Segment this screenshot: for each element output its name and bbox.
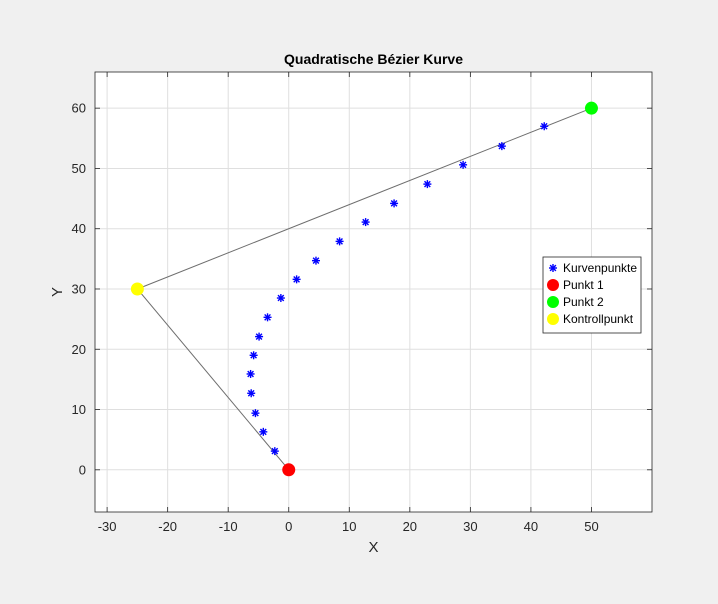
curve-point xyxy=(361,218,370,227)
point-marker xyxy=(584,101,598,115)
x-tick-label: 10 xyxy=(342,519,356,534)
curve-point xyxy=(292,275,301,284)
y-tick-label: 0 xyxy=(79,462,86,477)
curve-point xyxy=(263,313,272,322)
y-axis-label: Y xyxy=(49,287,66,297)
axis-ticks: -30 -20 -10 0 10 20 30 40 50 0 10 20 30 40 50 60 xyxy=(72,72,652,534)
legend-entry: Punkt 1 xyxy=(563,278,604,292)
y-tick-label: 30 xyxy=(72,281,86,296)
curve-point xyxy=(311,256,320,265)
curve-point xyxy=(247,389,256,398)
curve-point xyxy=(251,409,260,418)
legend-marker xyxy=(549,264,557,272)
x-tick-label: 50 xyxy=(584,519,598,534)
legend-entry: Kurvenpunkte xyxy=(563,261,637,275)
y-tick-label: 50 xyxy=(72,161,86,176)
y-tick-label: 40 xyxy=(72,221,86,236)
x-tick-label: -10 xyxy=(219,519,238,534)
curve-point xyxy=(335,237,344,246)
y-tick-label: 10 xyxy=(72,402,86,417)
grid xyxy=(95,72,652,512)
x-tick-label: 0 xyxy=(285,519,292,534)
legend-box xyxy=(542,256,642,334)
legend-marker xyxy=(547,296,559,308)
curve-point xyxy=(390,199,399,208)
legend-marker xyxy=(547,279,559,291)
y-tick-label: 20 xyxy=(72,342,86,357)
curve-point xyxy=(246,369,255,378)
curve-point xyxy=(276,294,285,303)
curve-point xyxy=(423,180,432,189)
curve-point xyxy=(270,447,279,456)
curve-point xyxy=(497,142,506,151)
legend-entry: Punkt 2 xyxy=(563,295,604,309)
y-tick-label: 60 xyxy=(72,101,86,116)
point-marker xyxy=(130,282,144,296)
legend-marker xyxy=(547,313,559,325)
legend-entry: Kontrollpunkt xyxy=(563,312,634,326)
x-axis-label: X xyxy=(368,539,378,556)
curve-point xyxy=(255,332,264,341)
plot-frame xyxy=(94,71,653,513)
x-tick-label: -20 xyxy=(158,519,177,534)
x-tick-label: 30 xyxy=(463,519,477,534)
curve-point xyxy=(459,160,468,169)
x-tick-label: 40 xyxy=(524,519,538,534)
legend: Kurvenpunkte Punkt 1 Punkt 2 Kontrollpunkt xyxy=(542,256,642,334)
x-tick-label: -30 xyxy=(98,519,117,534)
point-marker xyxy=(282,463,296,477)
curve-point xyxy=(540,122,549,131)
chart-title: Quadratische Bézier Kurve xyxy=(284,51,463,67)
data-marks xyxy=(130,101,598,477)
curve-point xyxy=(259,427,268,436)
curve-point xyxy=(249,351,258,360)
x-tick-label: 20 xyxy=(403,519,417,534)
